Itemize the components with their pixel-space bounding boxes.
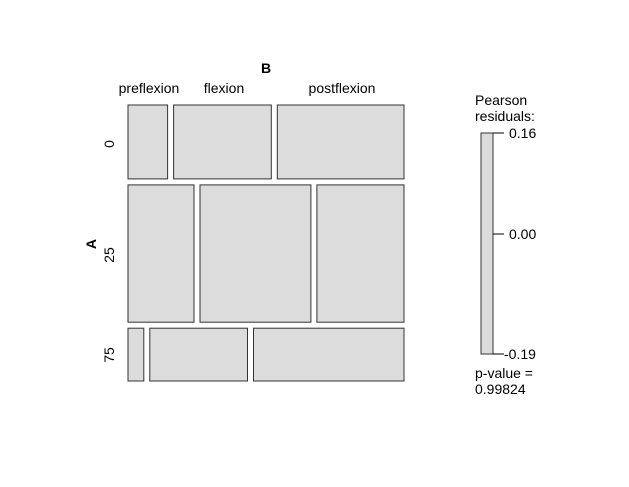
legend-color-bar xyxy=(480,132,494,355)
tile-75-flexion xyxy=(149,327,248,382)
tile-0-flexion xyxy=(173,104,272,180)
col-label-postflexion: postflexion xyxy=(309,80,376,96)
row-variable-label: A xyxy=(83,239,99,249)
tile-75-preflexion xyxy=(127,327,145,382)
pvalue-line2: 0.99824 xyxy=(475,381,526,397)
tile-25-flexion xyxy=(199,184,312,323)
legend-title-line1: Pearson xyxy=(475,92,527,108)
tile-25-postflexion xyxy=(316,184,405,323)
pvalue-line1: p-value = xyxy=(475,365,533,381)
col-variable-label: B xyxy=(261,60,271,76)
legend-ticks: 0.16 0.00 -0.19 xyxy=(493,125,536,362)
col-label-flexion: flexion xyxy=(204,80,244,96)
tile-25-preflexion xyxy=(127,184,195,323)
col-label-preflexion: preflexion xyxy=(119,80,180,96)
row-label-25: 25 xyxy=(101,247,117,263)
tile-0-postflexion xyxy=(276,104,405,180)
legend-tick-label-0: 0.16 xyxy=(509,125,536,141)
tile-0-preflexion xyxy=(127,104,169,180)
legend-title-line2: residuals: xyxy=(475,108,535,124)
mosaic-tiles xyxy=(127,104,405,382)
row-label-75: 75 xyxy=(101,347,117,363)
legend-tick-label-1: 0.00 xyxy=(509,226,536,242)
row-label-0: 0 xyxy=(101,140,117,148)
legend-tick-label-2: -0.19 xyxy=(504,346,536,362)
tile-75-postflexion xyxy=(253,327,405,382)
